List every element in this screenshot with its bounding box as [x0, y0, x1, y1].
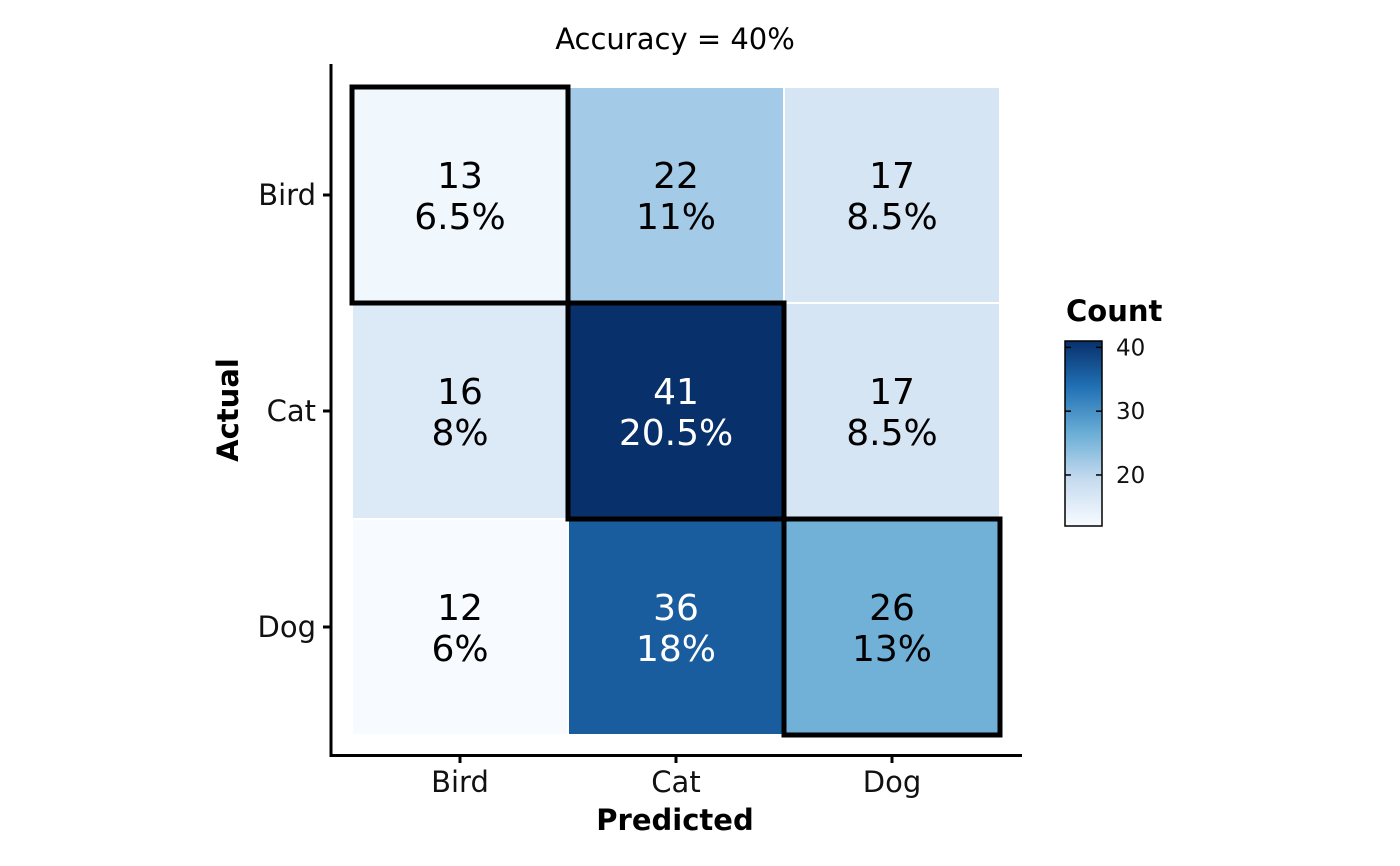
- diagonal-highlight-box: [349, 84, 571, 306]
- legend-tick-label: 20: [1116, 463, 1145, 489]
- cell-percent-label: 6%: [431, 629, 488, 670]
- cell-percent-label: 8.5%: [846, 197, 937, 238]
- cell-count-label: 16: [437, 372, 483, 413]
- cell-percent-label: 13%: [852, 629, 932, 670]
- legend-colorbar: [1064, 340, 1103, 527]
- cell-tile: [351, 302, 569, 520]
- cell-count-label: 17: [869, 372, 915, 413]
- x-tick-label: Dog: [863, 765, 921, 799]
- y-axis-ticks: Bird Cat Dog: [258, 178, 331, 644]
- cell-count-label: 36: [653, 588, 699, 629]
- cell-tile: [567, 302, 785, 520]
- cell-count-label: 12: [437, 588, 483, 629]
- cell-percent-label: 18%: [636, 629, 716, 670]
- diagonal-highlight-box: [565, 300, 787, 522]
- y-axis-title: Actual: [211, 358, 245, 462]
- cell-tile: [783, 302, 1001, 520]
- cell-count-label: 22: [653, 156, 699, 197]
- diagonal-highlights: [349, 84, 1003, 738]
- cell-percent-label: 11%: [636, 197, 716, 238]
- cell-count-label: 17: [869, 156, 915, 197]
- x-tick-label: Bird: [431, 765, 489, 799]
- cell-tile: [567, 518, 785, 736]
- chart-title: Accuracy = 40%: [555, 22, 795, 56]
- cell-percent-label: 8.5%: [846, 413, 937, 454]
- heatmap-cells: 136.5%2211%178.5%168%4120.5%178.5%126%36…: [351, 86, 1001, 736]
- cell-cat-dog: 178.5%: [783, 302, 1001, 520]
- cell-count-label: 26: [869, 588, 915, 629]
- legend-tick-label: 40: [1116, 335, 1145, 361]
- cell-tile: [783, 86, 1001, 304]
- y-tick-label: Cat: [267, 394, 316, 428]
- cell-count-label: 41: [653, 372, 699, 413]
- y-tick-label: Bird: [258, 178, 316, 212]
- cell-tile: [567, 86, 785, 304]
- cell-cat-bird: 168%: [351, 302, 569, 520]
- diagonal-highlight-box: [781, 516, 1003, 738]
- color-legend: Count 20 30 40: [1064, 294, 1162, 527]
- cell-percent-label: 6.5%: [414, 197, 505, 238]
- legend-ticks: 20 30 40: [1065, 335, 1145, 489]
- cell-bird-bird: 136.5%: [351, 86, 569, 304]
- y-tick-label: Dog: [258, 610, 316, 644]
- cell-count-label: 13: [437, 156, 483, 197]
- x-axis-title: Predicted: [596, 803, 753, 837]
- cell-percent-label: 8%: [431, 413, 488, 454]
- cell-dog-bird: 126%: [351, 518, 569, 736]
- cell-bird-dog: 178.5%: [783, 86, 1001, 304]
- x-tick-label: Cat: [651, 765, 700, 799]
- legend-tick-label: 30: [1116, 399, 1145, 425]
- legend-title: Count: [1066, 294, 1162, 328]
- cell-tile: [351, 518, 569, 736]
- cell-percent-label: 20.5%: [619, 413, 733, 454]
- cell-tile: [351, 86, 569, 304]
- x-axis-ticks: Bird Cat Dog: [431, 755, 921, 799]
